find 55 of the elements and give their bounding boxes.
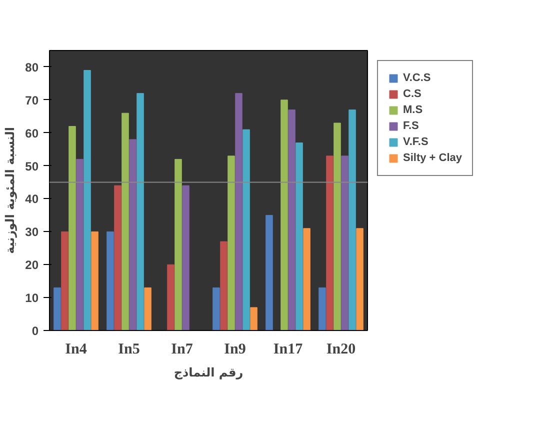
bar [303, 228, 310, 330]
legend-label: V.F.S [403, 135, 428, 149]
y-tick-label: 20 [25, 258, 39, 272]
bar [288, 110, 296, 330]
y-tick-label: 0 [32, 324, 39, 338]
x-tick-label: In17 [273, 342, 304, 358]
bar [182, 185, 190, 330]
legend-label: M.S [403, 103, 423, 117]
bar [296, 142, 303, 330]
bar [122, 112, 129, 330]
bar [129, 139, 136, 330]
x-tick-label: In7 [171, 342, 194, 358]
y-tick-label: 50 [25, 159, 39, 174]
bar [144, 287, 152, 330]
x-tick-label: In9 [224, 342, 246, 358]
x-tick-label: In5 [118, 342, 140, 358]
y-tick-label: 30 [25, 225, 39, 240]
bar [318, 287, 326, 330]
bar [91, 231, 98, 330]
bar [266, 214, 273, 330]
legend-label: F.S [403, 119, 420, 133]
bar [242, 129, 250, 330]
legend-label: Silty + Clay [403, 151, 462, 165]
legend-label: C.S [403, 87, 422, 101]
bar [76, 158, 84, 330]
bar [356, 228, 364, 330]
y-tick-label: 80 [25, 60, 39, 74]
bar [84, 70, 91, 330]
y-axis-title: النسبة المئوية الوزنية [3, 127, 18, 254]
y-tick-label: 10 [25, 291, 39, 306]
bar [220, 241, 228, 330]
bar [334, 122, 341, 330]
bar [228, 156, 235, 330]
y-tick-label: 40 [25, 192, 39, 206]
legend-label: V.C.S [403, 71, 431, 85]
bar [106, 231, 114, 330]
bar [212, 287, 220, 330]
x-axis-title: رقم النماذج [174, 366, 244, 380]
bar [61, 231, 68, 330]
bar [250, 307, 258, 330]
x-tick-label: In20 [326, 342, 356, 358]
bar [68, 126, 76, 330]
x-tick-label: In4 [65, 342, 88, 358]
bar [167, 264, 174, 330]
bar [174, 158, 182, 330]
bar [348, 110, 356, 330]
bar [280, 100, 288, 330]
y-tick-label: 70 [25, 93, 39, 108]
bar [235, 93, 242, 330]
bar [136, 93, 144, 330]
bar [326, 156, 334, 330]
y-tick-label: 60 [25, 126, 39, 140]
bar [114, 185, 122, 330]
bar [54, 287, 61, 330]
bar [341, 156, 348, 330]
